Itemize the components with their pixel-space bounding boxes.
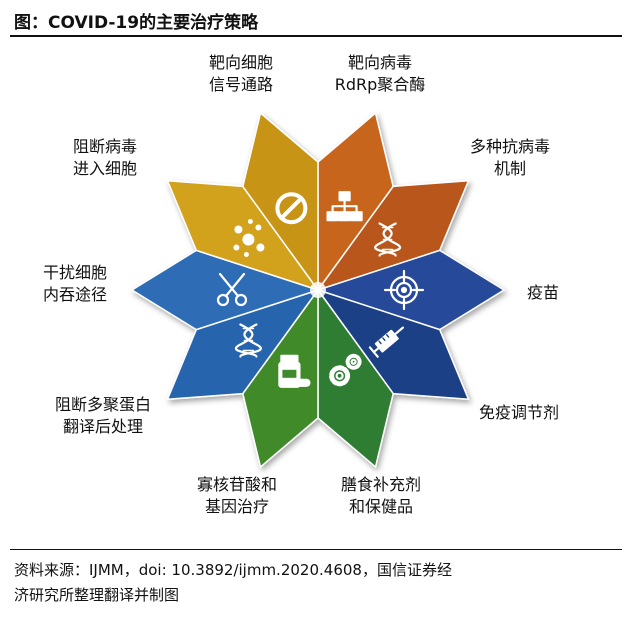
particles-icon (233, 219, 265, 257)
segment-label-9: 干扰细胞 内吞途径 (42, 263, 107, 304)
wheel-hub (310, 282, 326, 298)
segment-label-5: 免疫调节剂 (478, 403, 559, 422)
source-note: 资料来源：IJMM，doi: 10.3892/ijmm.2020.4608，国信… (14, 561, 452, 604)
syringe-icon (368, 326, 405, 358)
supplement-bottle-icon (278, 354, 311, 388)
segment-label-7: 寡核苷酸和 基因治疗 (196, 475, 277, 516)
bottom-divider (10, 549, 622, 550)
target-icon (383, 269, 425, 311)
figure-title: 图：COVID-19的主要治疗策略 (14, 13, 259, 33)
flowchart-icon (326, 191, 363, 222)
segment-label-3: 多种抗病毒 机制 (469, 137, 550, 178)
gears-icon (329, 353, 362, 387)
dna-icon (235, 323, 262, 358)
segment-label-1: 靶向细胞 信号通路 (208, 53, 273, 94)
top-divider (10, 35, 622, 37)
scissors-icon (216, 272, 248, 307)
segment-label-6: 膳食补充剂 和保健品 (340, 475, 421, 516)
prohibited-icon (275, 192, 308, 225)
segment-label-2: 靶向病毒 RdRp聚合酶 (334, 53, 426, 94)
segment-label-10: 阻断病毒 进入细胞 (72, 137, 137, 178)
segment-label-8: 阻断多聚蛋白 翻译后处理 (54, 395, 151, 436)
dna-icon (374, 222, 401, 257)
segment-label-4: 疫苗 (526, 283, 559, 302)
